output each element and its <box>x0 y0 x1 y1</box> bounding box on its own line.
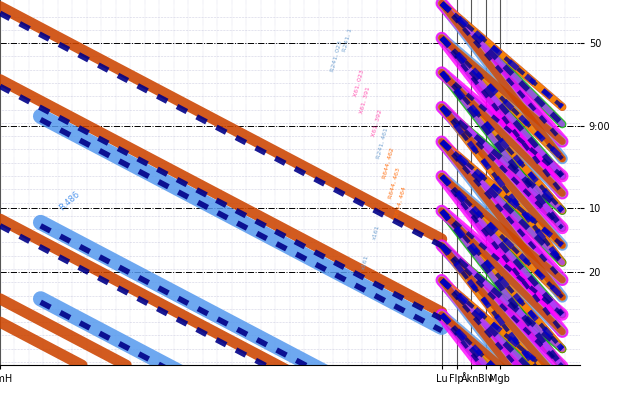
Text: x161: x161 <box>373 224 381 241</box>
Text: X61, 392: X61, 392 <box>371 109 383 137</box>
Text: R241, 023: R241, 023 <box>330 40 343 73</box>
Text: X61, 391: X61, 391 <box>359 85 371 114</box>
Text: R644, 462: R644, 462 <box>382 146 395 179</box>
Text: X61, 023: X61, 023 <box>354 69 366 97</box>
Text: R241, 461: R241, 461 <box>376 127 389 159</box>
Text: R644, 464: R644, 464 <box>394 187 406 219</box>
Text: R241, 1: R241, 1 <box>342 28 354 52</box>
Text: R.486: R.486 <box>57 189 82 212</box>
Text: R644, 463: R644, 463 <box>388 166 401 199</box>
Text: x161: x161 <box>361 254 369 270</box>
